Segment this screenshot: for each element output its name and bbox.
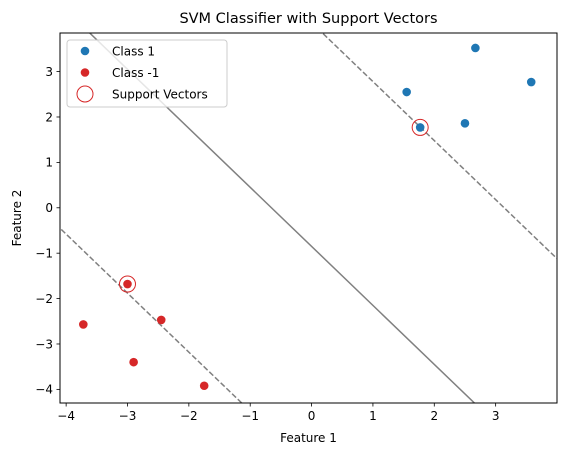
legend-marker-support-vectors	[76, 85, 94, 103]
class-1-point-2	[526, 77, 536, 87]
class-neg1-point-5	[199, 381, 209, 391]
class-1-point-3	[402, 87, 411, 97]
class-1-point-5	[415, 123, 425, 132]
x-tick-label: 0	[308, 409, 316, 423]
legend: Class 1 Class -1 Support Vectors	[66, 39, 228, 108]
x-tick-label: 3	[492, 409, 500, 423]
y-tick-label: 0	[45, 201, 53, 215]
y-axis-label: Feature 2	[10, 190, 24, 247]
x-tick-label: −3	[119, 409, 137, 423]
plot-frame	[59, 32, 558, 404]
y-tick-label: −3	[35, 337, 53, 351]
x-tick-label: −1	[241, 409, 259, 423]
x-tick-label: −2	[180, 409, 198, 423]
y-tick-label: −4	[35, 383, 53, 397]
class-neg1-point-1	[79, 320, 88, 329]
point-layer	[79, 43, 536, 391]
class-neg1-point-3	[156, 315, 166, 325]
y-tick-label: −2	[35, 292, 53, 306]
legend-box	[66, 39, 228, 108]
class-1-point-4	[460, 119, 470, 128]
support-vector-ring-2	[118, 275, 136, 293]
chart-title: SVM Classifier with Support Vectors	[179, 11, 437, 27]
legend-marker-class-neg1	[80, 68, 90, 77]
x-axis-label: Feature 1	[280, 431, 337, 445]
y-tick-label: 2	[45, 110, 53, 124]
y-tick-label: −1	[35, 246, 53, 260]
y-tick-label: 1	[45, 156, 53, 170]
margin-line-2	[60, 227, 243, 403]
legend-marker-class-1	[80, 46, 90, 56]
legend-label-class-neg1: Class -1	[112, 66, 159, 80]
support-vector-ring-1	[411, 118, 429, 136]
class-neg1-point-4	[129, 357, 138, 367]
y-tick-label: 3	[45, 65, 53, 79]
x-tick-label: −4	[57, 409, 75, 423]
legend-label-support-vectors: Support Vectors	[112, 87, 208, 101]
class-1-point-1	[471, 43, 480, 53]
tick-layer: −4 −3 −2 −1 0 1 2 3 −4 −3 −2 −1 0 1 2 3	[35, 65, 499, 423]
class-neg1-point-2	[123, 279, 132, 289]
x-tick-label: 2	[430, 409, 438, 423]
legend-label-class-1: Class 1	[112, 44, 155, 58]
x-tick-label: 1	[369, 409, 377, 423]
